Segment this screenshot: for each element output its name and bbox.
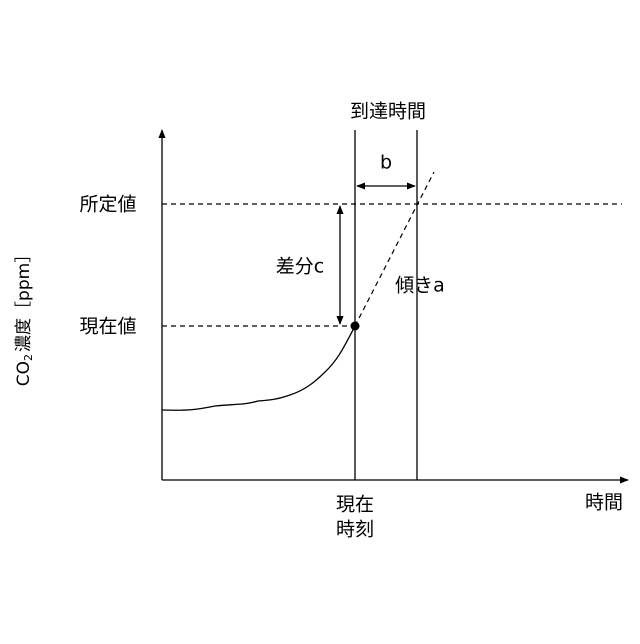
- b-label: b: [380, 152, 392, 174]
- time-axis-label: 時間: [585, 492, 623, 514]
- diagram: 到達時間 b 所定値 差分c 傾きa 現在値 現在 時刻 時間 CO2 濃度［pp…: [0, 0, 640, 640]
- set-value-label: 所定値: [79, 194, 136, 216]
- current-value-label: 現在値: [79, 316, 136, 338]
- arrival-time-label: 到達時間: [350, 101, 426, 123]
- y-axis-label: CO2 濃度［ppm］: [14, 246, 35, 386]
- y-axis-label-part: 濃度［ppm］: [14, 246, 34, 352]
- current-time-label: 時刻: [336, 519, 374, 541]
- slope-label: 傾きa: [395, 275, 445, 297]
- y-axis-label-sub: 2: [22, 354, 35, 361]
- current-point: [351, 322, 360, 331]
- co2-curve: [162, 326, 355, 410]
- slope-line: [355, 172, 434, 326]
- current-time-label: 現在: [336, 494, 374, 516]
- difference-label: 差分c: [276, 256, 324, 278]
- y-axis-label-part: CO: [14, 361, 34, 386]
